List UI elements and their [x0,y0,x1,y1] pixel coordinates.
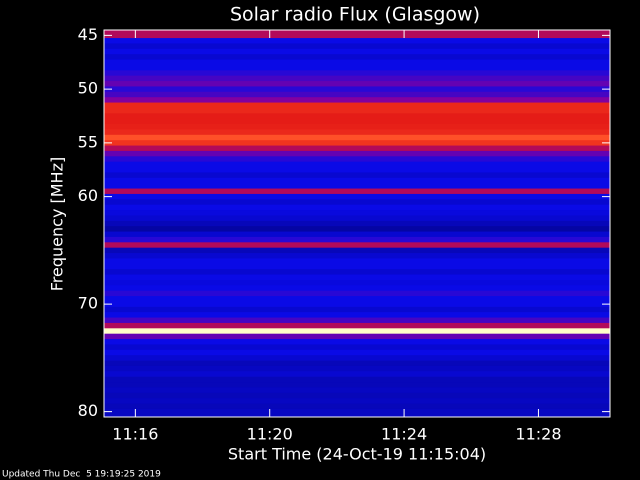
heat-row [104,91,610,98]
heat-row [104,253,610,259]
footer: Updated Thu Dec 5 19:19:25 2019 [2,470,161,480]
heat-row [104,177,610,184]
heat-row [104,215,610,222]
heat-row [104,140,610,147]
heat-row [104,328,610,335]
heat-row [104,290,610,297]
heat-row [104,398,610,405]
heat-row [104,285,610,292]
y-tick-label: 70 [78,294,98,313]
heat-row [104,382,610,388]
heat-row [104,242,610,249]
heat-row [104,48,610,55]
heat-row [104,392,610,399]
heat-row [104,81,610,87]
heat-row [104,301,610,308]
heat-row [104,54,610,61]
y-axis-label: Frequency [MHz] [48,157,67,291]
heat-row [104,360,610,367]
heat-row [104,64,610,71]
heat-row [104,188,610,195]
heat-row [104,231,610,238]
heat-row [104,97,610,104]
y-tick-label: 50 [78,79,98,98]
heat-row [104,317,610,324]
heat-row [104,210,610,216]
heat-row [104,236,610,243]
heat-row [104,371,610,378]
heat-row [104,172,610,179]
heat-row [104,30,610,39]
heat-row [104,161,610,168]
heat-row [104,220,610,227]
heat-row [104,70,610,77]
heat-row [104,150,610,157]
heat-row [104,333,610,340]
heat-row [104,183,610,190]
heat-row [104,102,610,109]
heat-row [104,86,610,93]
x-tick-label: 11:20 [247,425,293,444]
heat-row [104,204,610,211]
x-tick-label: 11:28 [515,425,561,444]
heat-row [104,279,610,286]
y-tick-label: 55 [78,132,98,151]
chart-title: Solar radio Flux (Glasgow) [230,4,480,26]
heat-row [104,274,610,281]
heat-row [104,376,610,383]
heat-row [104,258,610,265]
heat-row [104,145,610,152]
heat-row [104,59,610,66]
heat-row [104,43,610,50]
heat-row [104,322,610,329]
heat-row [104,107,610,114]
heat-row [104,306,610,313]
heat-row [104,113,610,120]
heat-row [104,344,610,351]
heat-row [104,365,610,372]
heat-row [104,263,610,270]
heat-row [104,75,610,82]
plot-frame [103,29,611,418]
heat-row [104,118,610,125]
x-tick-label: 11:24 [381,425,427,444]
heat-row [104,349,610,356]
heat-row [104,199,610,206]
heat-row [104,38,610,44]
heat-row [104,124,610,130]
heat-row [104,403,610,410]
heat-row [104,387,610,394]
heat-row [104,408,610,418]
y-tick-label: 60 [78,186,98,205]
heat-row [104,339,610,345]
heat-row [104,134,610,141]
heat-row [104,269,610,276]
heat-row [104,226,610,233]
heat-row [104,193,610,200]
heat-row [104,129,610,136]
heat-row [104,296,610,302]
heat-row [104,156,610,163]
y-tick-label: 45 [78,25,98,44]
heat-row [104,355,610,362]
heat-row [104,247,610,254]
y-tick-label: 80 [78,401,98,420]
heat-row [104,312,610,319]
x-tick-label: 11:16 [112,425,158,444]
heat-row [104,167,610,173]
x-axis-label: Start Time (24-Oct-19 11:15:04) [228,445,486,464]
